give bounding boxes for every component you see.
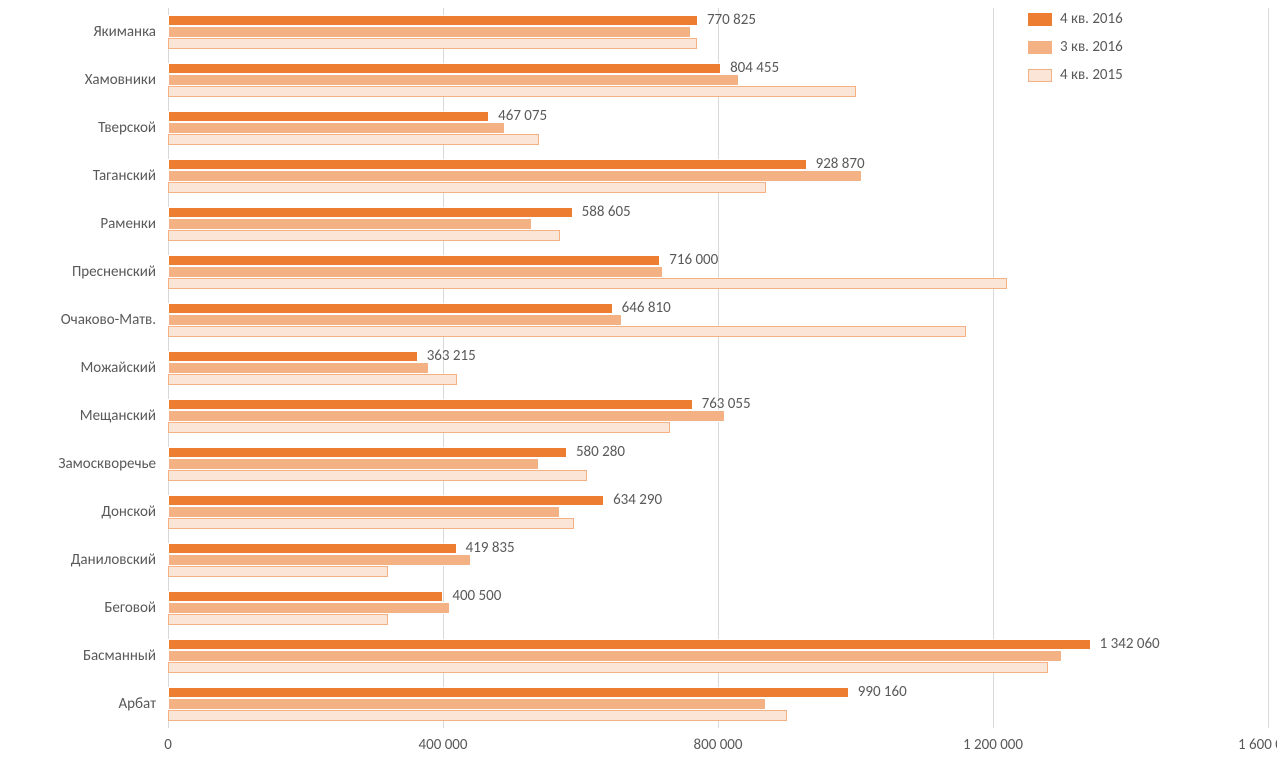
legend-label: 4 кв. 2016 <box>1060 10 1123 28</box>
bar-q4_2016: 400 500 <box>168 591 443 603</box>
bar-group: 646 810 <box>168 303 1268 338</box>
y-category-label: Мещанский <box>80 407 168 425</box>
bar-q3_2016 <box>168 314 622 326</box>
bar-q3_2016 <box>168 362 429 374</box>
bar-q4_2015 <box>168 374 457 386</box>
bar-q4_2016: 990 160 <box>168 687 849 699</box>
bar-q4_2016: 588 605 <box>168 207 573 219</box>
x-tick-label: 1 600 000 <box>1238 736 1277 754</box>
y-category-label: Арбат <box>119 695 169 713</box>
x-tick-label: 0 <box>164 736 172 754</box>
bar-q4_2015 <box>168 86 856 98</box>
legend-swatch <box>1028 41 1052 54</box>
bar-group: 634 290 <box>168 495 1268 530</box>
bar-group: 716 000 <box>168 255 1268 290</box>
bar-q3_2016 <box>168 26 691 38</box>
bar-value-label: 580 280 <box>566 443 625 461</box>
bar-group: 363 215 <box>168 351 1268 386</box>
bar-q4_2016: 467 075 <box>168 111 489 123</box>
y-category-label: Тверской <box>98 119 168 137</box>
bar-q4_2016: 646 810 <box>168 303 613 315</box>
bar-group: 928 870 <box>168 159 1268 194</box>
y-category-label: Замоскворечье <box>58 455 168 473</box>
legend-item: 3 кв. 2016 <box>1028 38 1123 56</box>
bar-q4_2016: 580 280 <box>168 447 567 459</box>
bar-value-label: 634 290 <box>603 491 662 509</box>
bar-q3_2016 <box>168 410 725 422</box>
y-category-label: Очаково-Матв. <box>61 311 168 329</box>
y-category-label: Пресненский <box>72 263 168 281</box>
y-category-label: Донской <box>101 503 168 521</box>
bar-value-label: 1 342 060 <box>1090 635 1160 653</box>
y-category-label: Раменки <box>100 215 168 233</box>
y-category-label: Якиманка <box>93 23 168 41</box>
bar-group: 580 280 <box>168 447 1268 482</box>
bar-q3_2016 <box>168 698 766 710</box>
legend: 4 кв. 2016 3 кв. 2016 4 кв. 2015 <box>1028 10 1123 94</box>
y-category-label: Хамовники <box>85 71 168 89</box>
bar-q4_2016: 928 870 <box>168 159 807 171</box>
bar-q4_2015 <box>168 182 766 194</box>
bar-group: 1 342 060 <box>168 639 1268 674</box>
bar-group: 400 500 <box>168 591 1268 626</box>
bar-q3_2016 <box>168 122 505 134</box>
bar-q3_2016 <box>168 218 532 230</box>
legend-label: 3 кв. 2016 <box>1060 38 1123 56</box>
bar-q4_2016: 1 342 060 <box>168 639 1091 651</box>
bar-q4_2016: 770 825 <box>168 15 698 27</box>
y-category-label: Таганский <box>93 167 168 185</box>
bar-q4_2015 <box>168 38 697 50</box>
bar-q3_2016 <box>168 506 560 518</box>
bar-group: 419 835 <box>168 543 1268 578</box>
bar-group: 763 055 <box>168 399 1268 434</box>
bar-value-label: 770 825 <box>697 11 756 29</box>
bar-q4_2015 <box>168 230 560 242</box>
bar-q4_2015 <box>168 470 587 482</box>
bar-q4_2016: 419 835 <box>168 543 457 555</box>
bar-q3_2016 <box>168 266 663 278</box>
bar-q4_2015 <box>168 278 1007 290</box>
bar-q4_2016: 634 290 <box>168 495 604 507</box>
legend-item: 4 кв. 2015 <box>1028 66 1123 84</box>
bar-value-label: 588 605 <box>572 203 631 221</box>
legend-swatch <box>1028 13 1052 26</box>
bar-value-label: 990 160 <box>848 683 907 701</box>
legend-item: 4 кв. 2016 <box>1028 10 1123 28</box>
bar-q3_2016 <box>168 650 1062 662</box>
bar-q4_2016: 716 000 <box>168 255 660 267</box>
bar-group: 588 605 <box>168 207 1268 242</box>
bar-q3_2016 <box>168 602 450 614</box>
bar-q3_2016 <box>168 170 862 182</box>
bar-value-label: 716 000 <box>659 251 718 269</box>
bar-q4_2015 <box>168 134 539 146</box>
x-tick-label: 400 000 <box>418 736 467 754</box>
plot-area: Якиманка770 825Хамовники804 455Тверской4… <box>168 8 1268 728</box>
y-category-label: Беговой <box>104 599 168 617</box>
bar-group: 990 160 <box>168 687 1268 722</box>
bar-q3_2016 <box>168 554 471 566</box>
bar-q4_2016: 763 055 <box>168 399 693 411</box>
bar-q4_2016: 804 455 <box>168 63 721 75</box>
bar-q4_2015 <box>168 614 388 626</box>
y-category-label: Можайский <box>80 359 168 377</box>
y-category-label: Даниловский <box>71 551 168 569</box>
y-category-label: Басманный <box>83 647 168 665</box>
x-tick-label: 1 200 000 <box>963 736 1023 754</box>
bar-chart: Якиманка770 825Хамовники804 455Тверской4… <box>0 0 1277 770</box>
bar-q4_2016: 363 215 <box>168 351 418 363</box>
bar-q3_2016 <box>168 74 739 86</box>
bar-group: 467 075 <box>168 111 1268 146</box>
legend-label: 4 кв. 2015 <box>1060 66 1123 84</box>
bar-q4_2015 <box>168 710 787 722</box>
legend-swatch <box>1028 69 1052 82</box>
bar-value-label: 400 500 <box>442 587 501 605</box>
bar-q4_2015 <box>168 662 1048 674</box>
bar-q4_2015 <box>168 566 388 578</box>
x-tick-label: 800 000 <box>693 736 742 754</box>
bar-q4_2015 <box>168 518 574 530</box>
bar-q3_2016 <box>168 458 539 470</box>
bar-q4_2015 <box>168 422 670 434</box>
gridline <box>1268 8 1269 728</box>
bar-q4_2015 <box>168 326 966 338</box>
